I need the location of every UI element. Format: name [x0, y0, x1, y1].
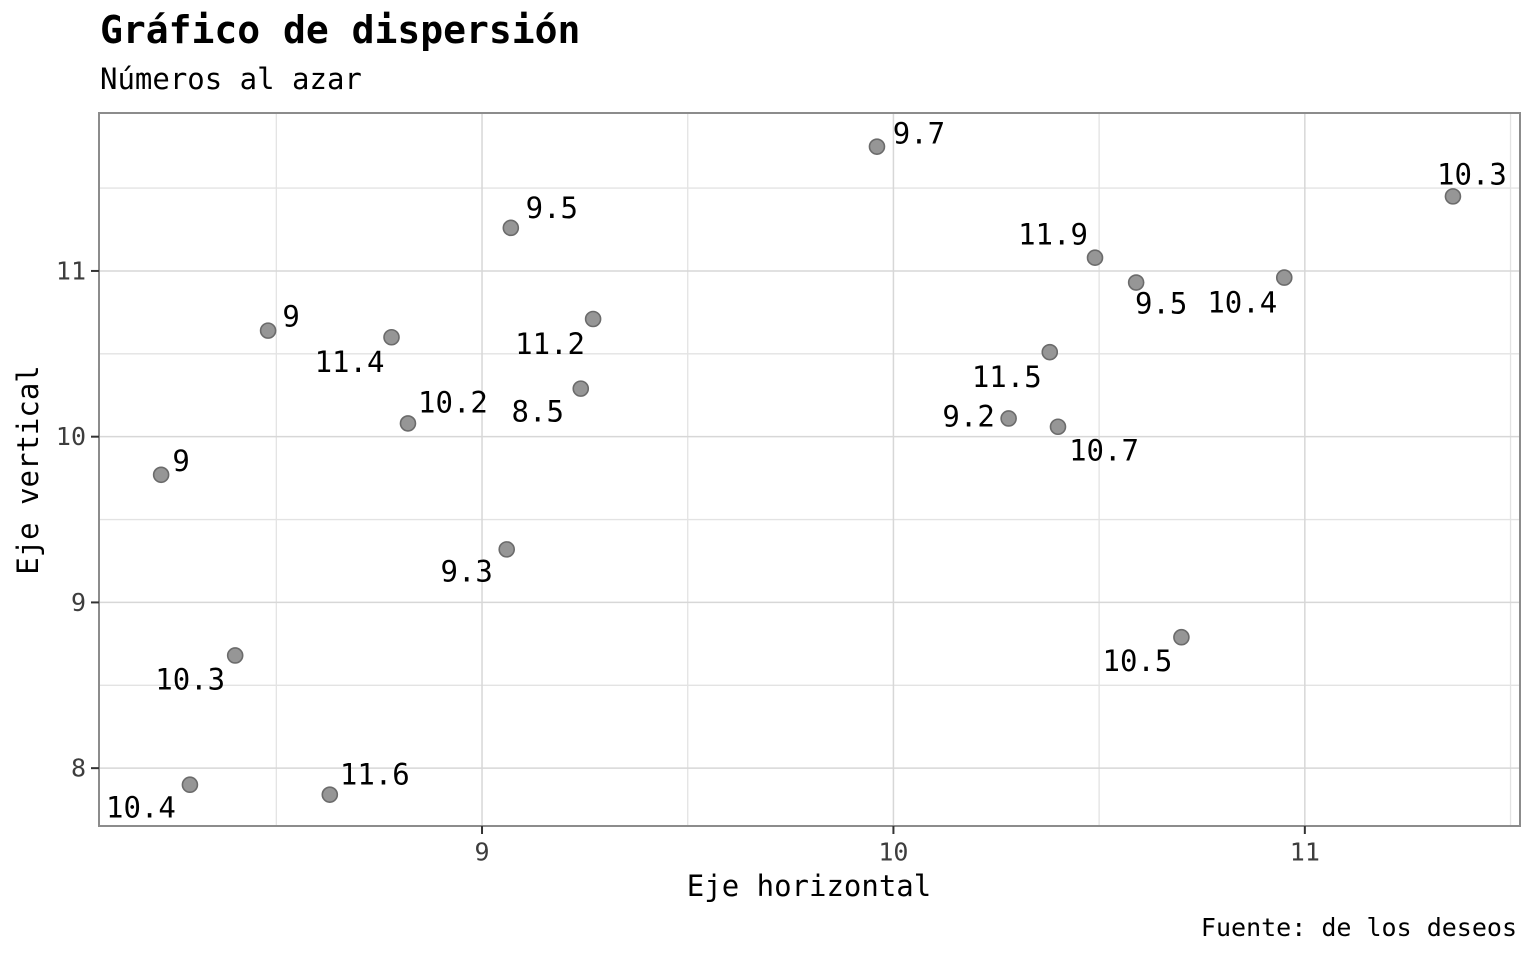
data-point [152, 466, 170, 484]
data-point [498, 541, 516, 558]
data-point [502, 219, 520, 237]
panel-border [98, 112, 1521, 827]
data-point [1173, 628, 1190, 646]
data-point [399, 415, 417, 432]
data-point [868, 138, 886, 155]
data-point-label: 10.7 [1069, 434, 1139, 468]
data-point [584, 310, 602, 328]
data-point-label: 9.5 [1135, 287, 1187, 321]
data-point [383, 328, 400, 346]
data-point-label: 10.3 [155, 662, 225, 696]
y-axis-tick-label: 10 [56, 422, 86, 451]
data-point-label: 10.5 [1102, 644, 1172, 678]
y-axis-title: Eje vertical [11, 365, 45, 575]
data-point-label: 11.4 [315, 345, 385, 379]
data-point-label: 10.4 [1207, 286, 1277, 320]
data-point [1049, 418, 1067, 436]
x-axis-title: Eje horizontal [686, 869, 932, 903]
data-point [1275, 269, 1293, 286]
y-axis-tick-label: 11 [56, 256, 86, 285]
data-point [1041, 343, 1059, 361]
data-point-label: 8.5 [512, 395, 564, 429]
data-point-label: 9.2 [942, 399, 994, 433]
chart-caption: Fuente: de los deseos [1200, 913, 1517, 942]
data-point-label: 9 [172, 444, 189, 478]
x-axis-tick-label: 9 [474, 838, 489, 867]
data-point-label: 9.5 [526, 191, 578, 225]
data-point-label: 10.4 [106, 791, 176, 825]
data-point [572, 380, 590, 397]
data-point [181, 776, 199, 794]
chart-subtitle: Números al azar [100, 62, 362, 96]
data-point [226, 647, 244, 664]
data-point-label: 11.2 [515, 327, 585, 361]
data-point-label: 9.7 [893, 117, 945, 151]
data-point [1086, 249, 1104, 266]
data-point-label: 10.3 [1437, 157, 1507, 191]
y-axis-tick-label: 8 [71, 754, 86, 783]
chart-title: Gráfico de dispersión [100, 8, 581, 52]
data-point [259, 322, 277, 339]
y-axis-tick-label: 9 [71, 588, 86, 617]
data-point-label: 11.9 [1018, 218, 1088, 252]
x-axis-tick-label: 10 [878, 838, 908, 867]
data-point [1000, 410, 1017, 427]
data-point [1127, 274, 1145, 291]
x-axis-tick-label: 11 [1290, 838, 1320, 867]
data-point-label: 9.3 [441, 554, 493, 588]
data-point-label: 10.2 [418, 385, 488, 419]
data-point-label: 9 [282, 300, 299, 334]
data-point [321, 786, 339, 803]
data-point-label: 11.5 [972, 360, 1042, 394]
data-point [1444, 188, 1462, 205]
data-point-label: 11.6 [340, 758, 410, 792]
